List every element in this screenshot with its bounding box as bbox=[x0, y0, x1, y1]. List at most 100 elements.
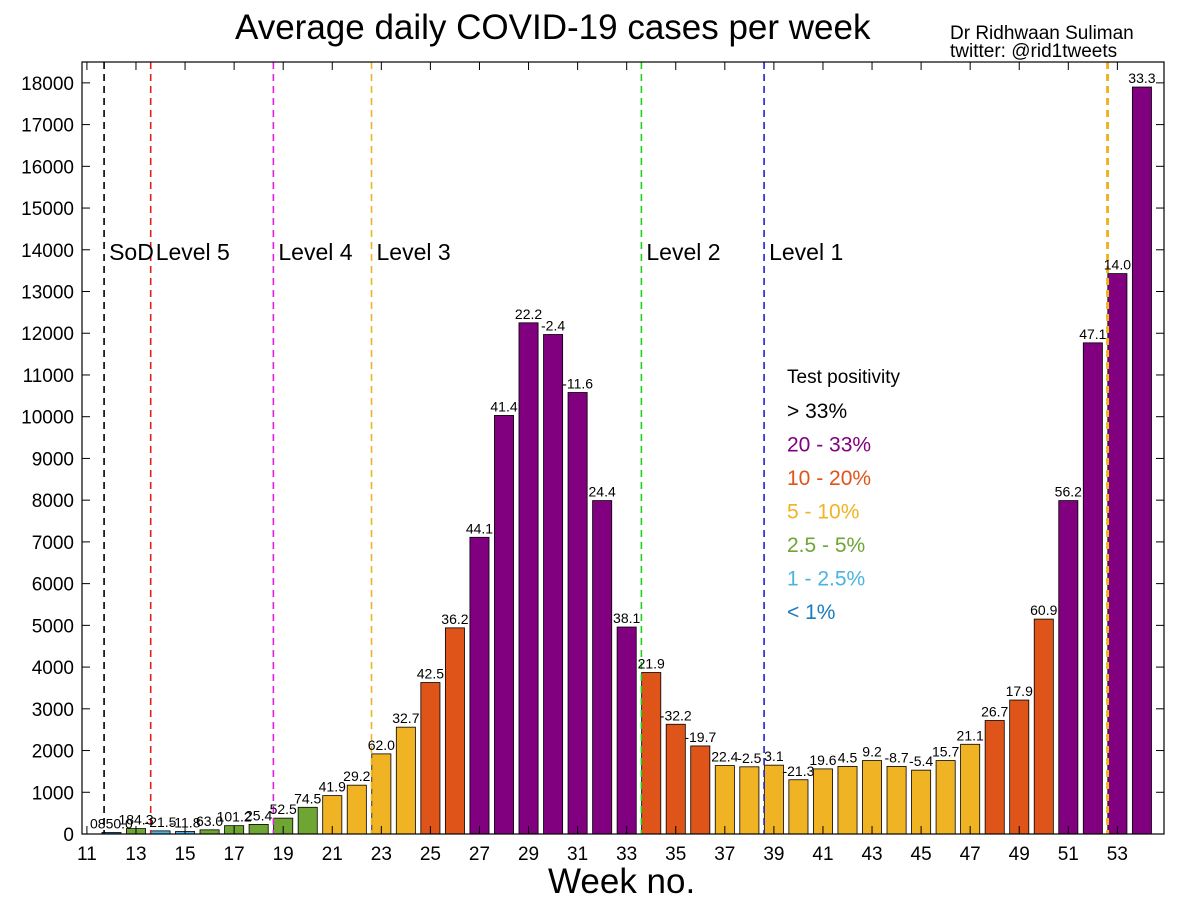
bar-week-46 bbox=[935, 760, 956, 835]
bar-label-week-51: 56.2 bbox=[1055, 484, 1082, 500]
x-tick-label: 39 bbox=[763, 844, 784, 865]
bar-label-week-54: 33.3 bbox=[1128, 70, 1155, 86]
legend-item-1: 20 - 33% bbox=[787, 434, 871, 457]
bar-week-22 bbox=[346, 784, 367, 835]
bar-week-50 bbox=[1033, 618, 1054, 835]
bar-week-41 bbox=[812, 768, 833, 835]
bar-label-week-30: -2.4 bbox=[541, 318, 565, 334]
bar-label-week-14: -21.5 bbox=[145, 814, 177, 830]
bar-label-week-24: 32.7 bbox=[392, 710, 419, 726]
level-label-5: Level 1 bbox=[769, 239, 843, 265]
bar-label-week-39: 3.1 bbox=[764, 748, 784, 764]
x-tick-label: 11 bbox=[77, 844, 97, 865]
bar-label-week-18: 25.4 bbox=[245, 807, 272, 823]
x-tick-label: 45 bbox=[911, 844, 932, 865]
bar-week-35 bbox=[665, 723, 686, 835]
legend-item-4: 2.5 - 5% bbox=[787, 534, 865, 557]
legend-item-3: 5 - 10% bbox=[787, 501, 859, 524]
bar-label-week-49: 17.9 bbox=[1006, 683, 1033, 699]
bar-week-36 bbox=[690, 745, 711, 835]
bar-week-16 bbox=[199, 829, 220, 835]
y-tick-label: 18000 bbox=[21, 74, 74, 95]
bar-week-25 bbox=[420, 682, 441, 835]
x-tick-label: 13 bbox=[125, 844, 146, 865]
y-tick-label: 4000 bbox=[32, 658, 74, 679]
bar-label-week-29: 22.2 bbox=[515, 306, 542, 322]
bar-label-week-32: 24.4 bbox=[589, 484, 616, 500]
y-tick-label: 8000 bbox=[32, 491, 74, 512]
bar-week-38 bbox=[739, 766, 760, 835]
bar-label-week-20: 74.5 bbox=[294, 790, 321, 806]
bar-label-week-27: 44.1 bbox=[466, 520, 493, 536]
bar-label-week-36: -19.7 bbox=[684, 729, 716, 745]
bar-label-week-50: 60.9 bbox=[1030, 602, 1057, 618]
bar-label-week-34: 21.9 bbox=[638, 656, 665, 672]
bar-week-49 bbox=[1009, 699, 1030, 835]
bar-label-week-22: 29.2 bbox=[343, 768, 370, 784]
bar-label-week-16: 63.0 bbox=[196, 813, 223, 829]
bar-label-week-28: 41.4 bbox=[490, 398, 517, 414]
y-tick-label: 7000 bbox=[32, 533, 74, 554]
bar-week-33 bbox=[616, 626, 637, 835]
bar-label-week-23: 62.0 bbox=[368, 737, 395, 753]
bar-week-43 bbox=[862, 760, 883, 835]
x-tick-label: 25 bbox=[420, 844, 441, 865]
bar-week-27 bbox=[469, 536, 490, 835]
x-tick-label: 37 bbox=[714, 844, 735, 865]
chart-twitter: twitter: @rid1tweets bbox=[950, 41, 1118, 62]
bar-label-week-21: 41.9 bbox=[319, 779, 346, 795]
x-tick-label: 53 bbox=[1107, 844, 1128, 865]
legend-item-0: > 33% bbox=[787, 400, 847, 423]
bar-label-week-45: -5.4 bbox=[909, 753, 933, 769]
bar-week-32 bbox=[592, 500, 613, 835]
bar-week-47 bbox=[960, 743, 981, 835]
y-tick-label: 2000 bbox=[32, 742, 74, 763]
y-tick-label: 9000 bbox=[32, 449, 74, 470]
x-tick-label: 19 bbox=[273, 844, 294, 865]
bar-week-20 bbox=[297, 806, 318, 835]
bar-label-week-13: 184.3 bbox=[118, 812, 153, 828]
y-tick-label: 16000 bbox=[21, 157, 74, 178]
bar-label-week-41: 19.6 bbox=[809, 752, 836, 768]
bar-week-45 bbox=[911, 769, 932, 835]
legend-item-6: < 1% bbox=[787, 601, 835, 624]
bar-week-53 bbox=[1107, 273, 1128, 835]
y-tick-label: 13000 bbox=[21, 283, 74, 304]
y-tick-label: 11000 bbox=[23, 366, 74, 387]
bar-week-31 bbox=[567, 392, 588, 835]
x-tick-label: 47 bbox=[960, 844, 981, 865]
y-tick-label: 5000 bbox=[32, 616, 74, 637]
bar-label-week-40: -21.3 bbox=[782, 763, 814, 779]
y-tick-label: 3000 bbox=[32, 700, 74, 721]
bar-week-34 bbox=[641, 672, 662, 835]
y-tick-label: 10000 bbox=[21, 408, 74, 429]
bar-week-18 bbox=[248, 824, 269, 835]
y-tick-label: 14000 bbox=[21, 241, 74, 262]
bar-label-week-19: 52.5 bbox=[270, 801, 297, 817]
bar-label-week-43: 9.2 bbox=[862, 744, 882, 760]
x-tick-label: 35 bbox=[665, 844, 686, 865]
y-tick-label: 6000 bbox=[32, 575, 74, 596]
bar-label-week-38: -2.5 bbox=[737, 750, 761, 766]
level-label-3: Level 3 bbox=[377, 239, 451, 265]
bar-label-week-25: 42.5 bbox=[417, 666, 444, 682]
bar-week-42 bbox=[837, 766, 858, 835]
bar-week-54 bbox=[1131, 86, 1152, 835]
level-label-1: Level 5 bbox=[156, 239, 230, 265]
bar-label-week-46: 15.7 bbox=[932, 744, 959, 760]
y-tick-label: 15000 bbox=[21, 199, 74, 220]
bar-label-week-42: 4.5 bbox=[838, 749, 858, 765]
x-tick-label: 15 bbox=[174, 844, 195, 865]
bar-label-week-44: -8.7 bbox=[885, 749, 909, 765]
bar-week-52 bbox=[1082, 342, 1103, 835]
y-tick-label: 17000 bbox=[21, 116, 74, 137]
x-tick-label: 21 bbox=[322, 844, 343, 865]
bar-week-51 bbox=[1058, 500, 1079, 835]
bar-label-week-47: 21.1 bbox=[957, 727, 984, 743]
y-tick-label: 12000 bbox=[21, 324, 74, 345]
chart-title: Average daily COVID-19 cases per week bbox=[235, 8, 871, 47]
x-tick-label: 33 bbox=[616, 844, 637, 865]
x-axis-title: Week no. bbox=[548, 862, 696, 901]
bar-label-week-52: 47.1 bbox=[1079, 326, 1106, 342]
bar-label-week-12: 0850.0 bbox=[90, 816, 133, 832]
